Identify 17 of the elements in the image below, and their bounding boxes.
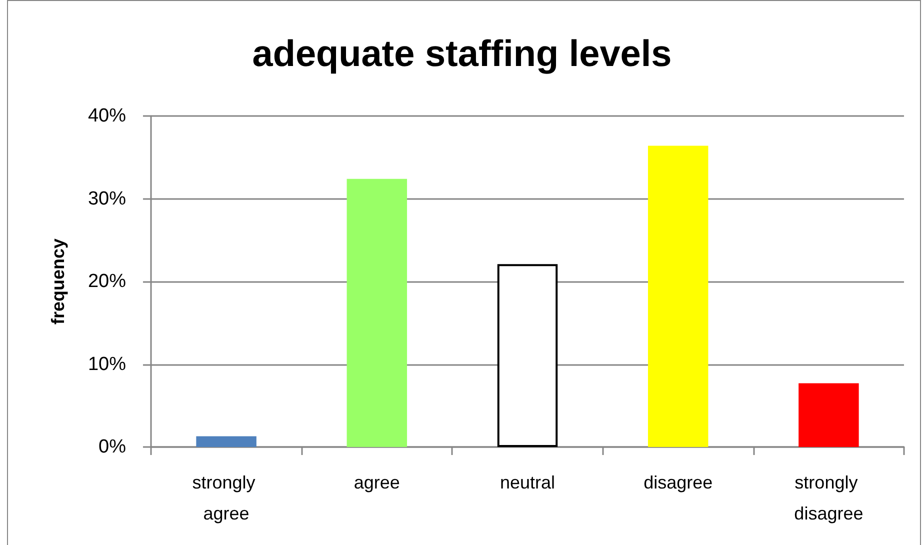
bar (346, 178, 408, 447)
bar (497, 264, 558, 447)
x-tick-label: strongly disagree (794, 472, 864, 524)
y-tick-label: 30% (88, 188, 126, 210)
bar (196, 436, 256, 447)
y-tick-label: 40% (88, 106, 126, 126)
chart-title: adequate staffing levels (252, 33, 672, 74)
y-tick-label: 20% (88, 271, 126, 292)
x-tick-label: strongly agree (192, 472, 260, 524)
bar (798, 383, 859, 447)
y-tick-label: 0% (98, 436, 126, 458)
bar (648, 146, 708, 447)
x-tick-label: neutral (500, 472, 556, 492)
y-axis-title: frequency (48, 238, 68, 325)
y-tick-label: 10% (88, 354, 126, 375)
x-tick-label: disagree (644, 472, 713, 492)
x-tick-label: agree (354, 472, 400, 492)
